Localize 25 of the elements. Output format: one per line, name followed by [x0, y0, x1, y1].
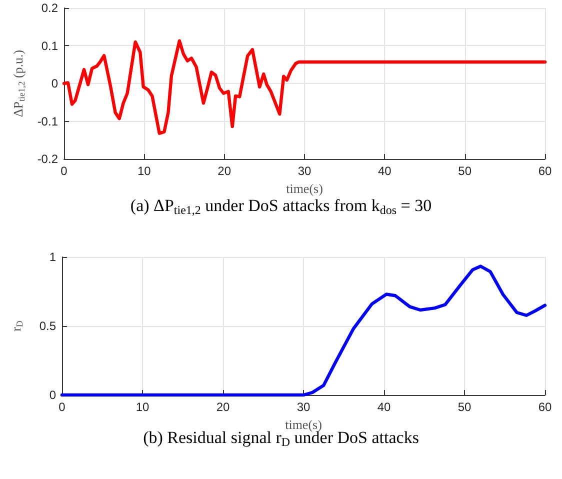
x-tick-label: 10	[137, 164, 152, 178]
y-tick-label: 0	[51, 76, 58, 90]
x-tick-label: 20	[216, 400, 230, 414]
y-tick-label: 0	[49, 388, 56, 402]
x-tick-label: 50	[458, 400, 472, 414]
x-tick-label: 0	[60, 164, 68, 178]
line-series	[62, 39, 547, 135]
x-tick-label: 40	[378, 164, 392, 178]
y-tick-label: -0.2	[37, 152, 58, 166]
y-axis-title: rD	[8, 320, 24, 332]
y-tick-label: -0.1	[37, 114, 58, 128]
y-tick-label: 0.1	[41, 38, 58, 53]
x-tick-label: 60	[538, 400, 552, 414]
x-tick-label: 10	[136, 400, 150, 414]
x-tick-label: 50	[458, 164, 472, 178]
x-tick-label: 30	[298, 164, 312, 178]
x-tick-label: 20	[218, 164, 232, 178]
y-tick-label: 0.5	[39, 319, 56, 333]
y-tick-label: 1	[49, 250, 56, 264]
x-axis-title: time(s)	[286, 180, 323, 196]
x-tick-label: 60	[538, 164, 552, 178]
x-tick-label: 30	[296, 400, 310, 414]
y-axis-title: ΔPtie1,2 (p.u.)	[10, 50, 26, 118]
y-tick-label: 0.2	[41, 1, 58, 15]
x-tick-label: 40	[377, 400, 391, 414]
